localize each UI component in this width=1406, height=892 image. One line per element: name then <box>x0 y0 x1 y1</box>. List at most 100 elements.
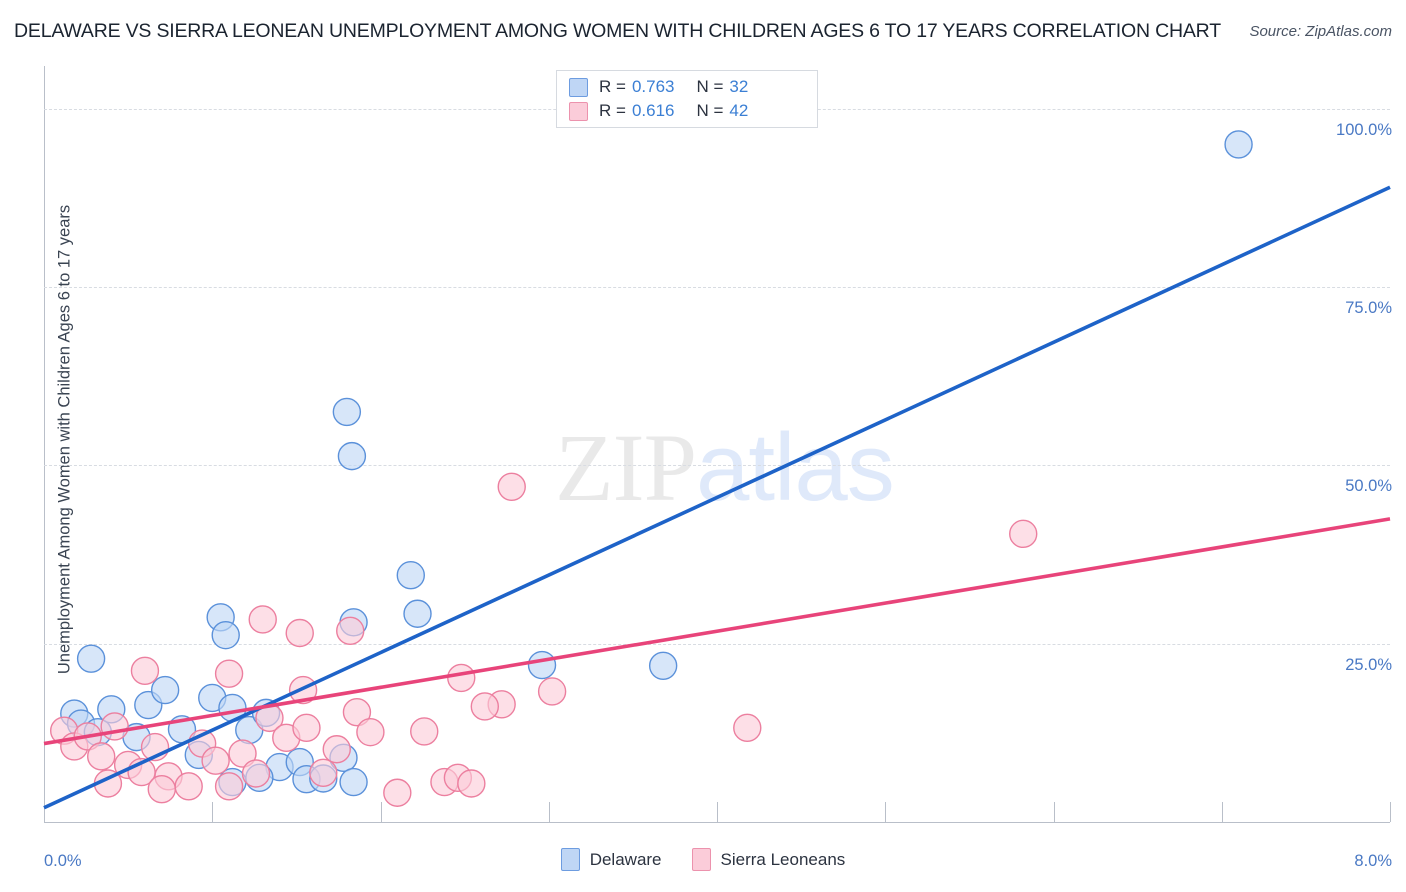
data-point <box>309 764 338 793</box>
data-point <box>403 599 432 628</box>
x-axis-max-label: 8.0% <box>1354 852 1392 870</box>
data-point <box>214 772 244 801</box>
correlation-stats-legend: R = 0.763 N = 32 R = 0.616 N = 42 <box>556 70 818 128</box>
page-title: DELAWARE VS SIERRA LEONEAN UNEMPLOYMENT … <box>14 20 1221 42</box>
series-delaware <box>60 130 1253 797</box>
x-axis-tick <box>717 802 718 822</box>
y-axis-tick-label: 75.0% <box>1345 299 1392 318</box>
x-axis-tick <box>885 802 887 822</box>
legend-swatch-delaware <box>569 77 588 97</box>
data-point <box>127 757 156 787</box>
watermark-atlas: atlas <box>696 414 895 521</box>
x-axis-min-label: 0.0% <box>44 852 82 870</box>
data-point <box>235 715 264 745</box>
trendline-sierra-leoneans <box>43 517 1391 746</box>
x-axis-tick <box>1221 802 1223 822</box>
data-point <box>198 683 227 713</box>
data-point <box>443 763 473 792</box>
data-point <box>93 769 123 798</box>
data-point <box>154 762 183 791</box>
x-axis-tick <box>1053 802 1055 822</box>
gridline <box>44 465 1390 467</box>
legend-r-key-sierra-leoneans: R = <box>599 101 626 120</box>
data-point <box>332 397 362 427</box>
x-axis-tick <box>1390 802 1391 822</box>
legend-item-sierra-leoneans[interactable]: Sierra Leoneans <box>691 848 845 871</box>
source-attribution: Source: ZipAtlas.com <box>1249 23 1392 40</box>
data-point <box>356 717 385 747</box>
legend-r-key-delaware: R = <box>599 77 626 96</box>
data-point <box>214 659 244 688</box>
legend-r-value-delaware: 0.763 <box>631 77 675 96</box>
series-legend: Delaware Sierra Leoneans <box>0 848 1406 871</box>
legend-row-delaware: R = 0.763 N = 32 <box>569 74 748 100</box>
data-point <box>130 656 160 685</box>
data-point <box>285 747 314 777</box>
data-point <box>245 763 274 792</box>
data-point <box>147 774 176 804</box>
zipatlas-watermark: ZIPatlas <box>555 412 895 523</box>
data-point <box>396 561 425 590</box>
data-point <box>537 677 567 706</box>
legend-n-value-delaware: 32 <box>729 77 749 96</box>
data-point <box>265 752 294 782</box>
data-point <box>73 722 102 751</box>
data-point <box>201 746 230 775</box>
data-point <box>272 723 301 753</box>
data-point <box>1009 519 1038 549</box>
x-axis-tick <box>44 802 45 822</box>
data-point <box>134 690 163 720</box>
data-point <box>497 472 526 501</box>
data-point <box>218 693 247 723</box>
data-point <box>241 759 271 788</box>
data-point <box>97 695 126 724</box>
y-axis-tick-label: 50.0% <box>1345 477 1392 496</box>
data-point <box>255 703 284 733</box>
data-point <box>83 717 113 747</box>
y-axis-tick-label: 100.0% <box>1336 120 1392 139</box>
data-point <box>527 650 557 680</box>
data-point <box>1224 130 1253 159</box>
legend-n-key-sierra-leoneans: N = <box>696 101 724 120</box>
data-point <box>248 605 277 634</box>
data-point <box>447 663 476 693</box>
legend-color-swatch-delaware <box>560 848 580 871</box>
legend-n-key-delaware: N = <box>696 77 724 96</box>
y-axis-title: Unemployment Among Women with Children A… <box>55 204 74 675</box>
legend-n-value-sierra-leoneans: 42 <box>729 101 749 120</box>
data-point <box>218 767 247 797</box>
data-point <box>457 769 486 798</box>
data-point <box>150 675 180 705</box>
data-point <box>174 772 203 801</box>
data-point <box>487 690 516 719</box>
x-axis-tick <box>212 802 214 822</box>
data-point <box>383 778 412 807</box>
data-point <box>292 713 321 743</box>
data-point <box>76 644 106 673</box>
data-point <box>292 765 321 794</box>
y-axis-line <box>44 66 45 823</box>
data-point <box>339 608 368 637</box>
legend-row-sierra-leoneans: R = 0.616 N = 42 <box>569 98 748 124</box>
y-axis-tick-label: 25.0% <box>1345 655 1392 674</box>
data-point <box>733 713 762 743</box>
data-point <box>430 767 459 797</box>
data-point <box>167 715 197 744</box>
trendline-delaware <box>43 185 1391 810</box>
data-point <box>87 742 116 771</box>
legend-r-value-sierra-leoneans: 0.616 <box>631 101 675 120</box>
x-axis-tick <box>548 802 550 822</box>
x-axis-line <box>44 822 1390 823</box>
data-point <box>329 743 358 773</box>
data-point <box>100 712 129 741</box>
data-point <box>342 697 372 727</box>
x-axis-tick <box>380 802 382 822</box>
legend-swatch-sierra-leoneans <box>569 101 588 121</box>
legend-item-delaware[interactable]: Delaware <box>560 848 662 871</box>
data-point <box>336 616 365 646</box>
data-point <box>113 750 143 780</box>
gridline <box>44 643 1390 645</box>
data-point <box>648 651 678 681</box>
